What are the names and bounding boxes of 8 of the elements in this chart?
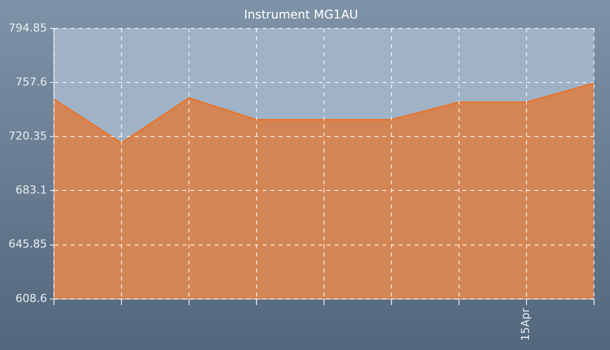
y-tick-label: 720.35: [8, 129, 47, 142]
y-tick-label: 608.6: [16, 292, 47, 305]
x-tick-label: 15Apr: [519, 308, 532, 342]
y-tick-label: 794.85: [8, 21, 47, 34]
y-tick-label: 683.1: [16, 184, 47, 197]
y-tick-label: 645.85: [8, 238, 47, 251]
y-tick-label: 757.6: [16, 75, 47, 88]
chart-title: Instrument MG1AU: [244, 7, 358, 22]
